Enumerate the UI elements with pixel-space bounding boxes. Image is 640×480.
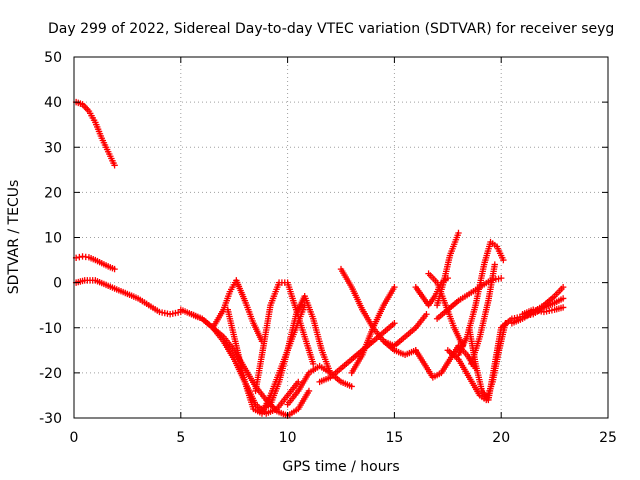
x-tick-label: 25 — [599, 430, 617, 446]
data-point — [455, 229, 462, 237]
y-tick-label: 20 — [44, 185, 62, 201]
series-arc-23 — [468, 261, 498, 368]
data-point — [76, 253, 83, 261]
y-tick-label: -30 — [39, 411, 62, 427]
series-arc-1 — [72, 98, 118, 169]
y-tick-label: 0 — [53, 276, 62, 292]
y-tick-label: 50 — [44, 50, 62, 66]
series-arc-8 — [252, 279, 317, 395]
tick-labels: 0 5 10 15 20 25 -30 -20 -10 0 10 20 30 40 50 — [39, 50, 617, 446]
data-point — [498, 274, 505, 282]
y-axis-label: SDTVAR / TECUs — [6, 180, 22, 295]
x-tick-label: 5 — [176, 430, 185, 446]
grid-lines — [74, 57, 608, 418]
series-arc-14 — [380, 311, 430, 349]
x-tick-label: 15 — [385, 430, 403, 446]
data-point — [559, 304, 567, 311]
series-arc-13 — [348, 283, 398, 377]
y-tick-label: -20 — [39, 366, 62, 382]
data-point — [559, 283, 567, 291]
y-tick-label: 30 — [44, 140, 62, 156]
data-point — [348, 383, 355, 390]
data-point — [391, 320, 398, 327]
series-arc-25 — [508, 283, 567, 327]
y-tick-label: 40 — [44, 95, 62, 111]
x-tick-label: 10 — [279, 430, 297, 446]
chart-title: Day 299 of 2022, Sidereal Day-to-day VTE… — [48, 21, 614, 37]
series-arc-18 — [433, 229, 462, 309]
data-point — [111, 162, 118, 169]
y-tick-label: 10 — [44, 231, 62, 247]
series-arc-26 — [519, 304, 567, 318]
series-arc-22 — [465, 324, 505, 404]
series-arc-11 — [316, 320, 398, 386]
x-axis-label: GPS time / hours — [282, 459, 399, 475]
y-tick-label: -10 — [39, 321, 62, 337]
data-point — [391, 283, 398, 291]
x-tick-label: 20 — [492, 430, 510, 446]
data-marks — [72, 98, 567, 419]
data-point — [295, 378, 302, 386]
series-arc-3 — [72, 277, 184, 318]
series-arc-2 — [72, 253, 118, 273]
data-point — [491, 261, 498, 268]
data-point — [559, 295, 567, 302]
axis-ticks — [73, 56, 609, 419]
x-tick-label: 0 — [70, 430, 79, 446]
data-point — [305, 387, 313, 395]
data-point — [310, 360, 317, 368]
data-point — [423, 311, 430, 318]
series-arc-9 — [258, 292, 334, 413]
data-point — [500, 256, 507, 264]
data-point — [111, 265, 118, 273]
